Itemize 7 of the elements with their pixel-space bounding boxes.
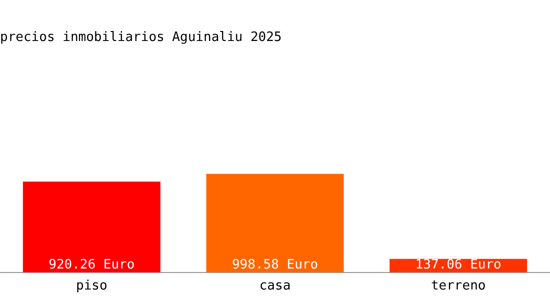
x-tick-label: casa	[259, 278, 291, 294]
chart-title: precios inmobiliarios Aguinaliu 2025	[0, 30, 282, 46]
data-label: 137.06 Euro	[415, 257, 502, 272]
x-tick-label: terreno	[430, 278, 486, 294]
x-tick-label: piso	[76, 278, 108, 294]
data-label: 920.26 Euro	[48, 257, 135, 272]
data-label: 998.58 Euro	[232, 257, 318, 272]
